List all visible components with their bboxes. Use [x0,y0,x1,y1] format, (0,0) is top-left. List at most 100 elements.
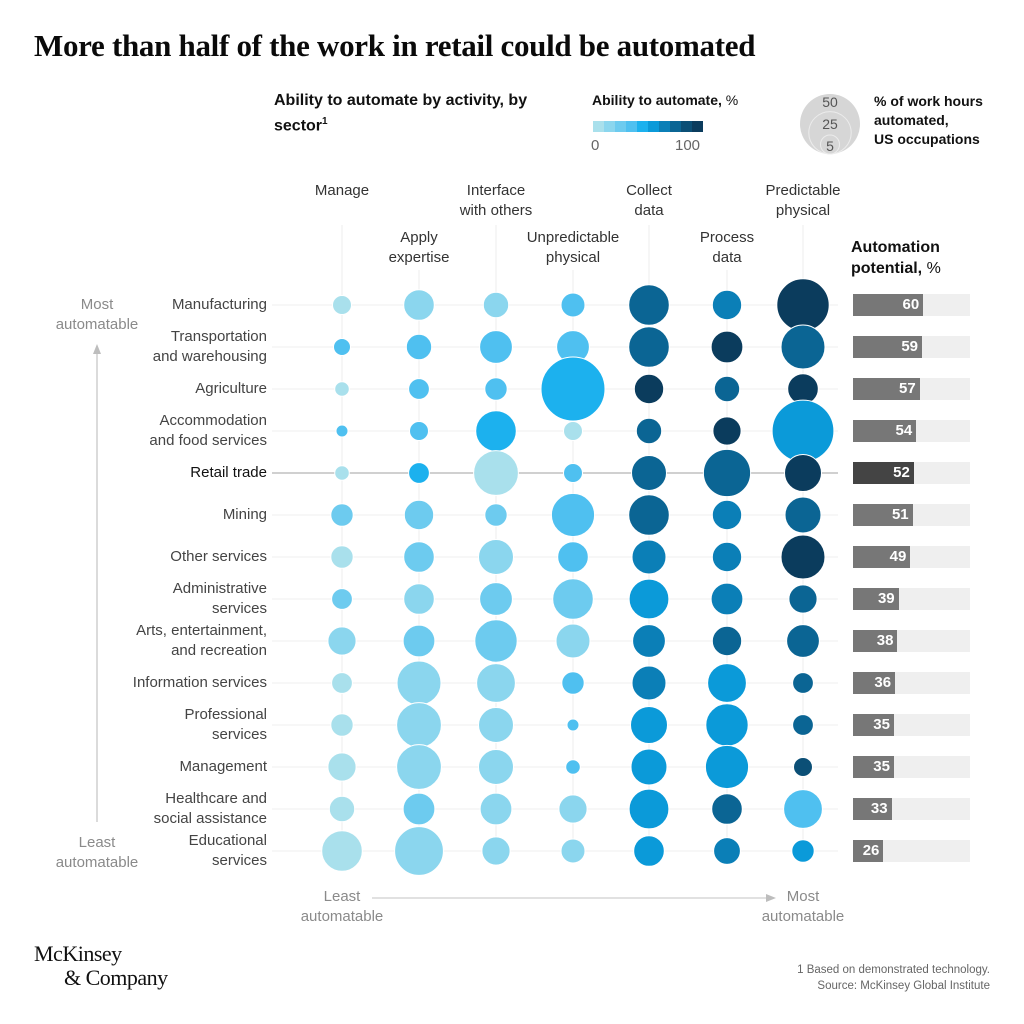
color-legend-swatch [604,121,615,132]
sector-label-line: Arts, entertainment, [136,622,267,639]
color-legend-unit: % [725,92,739,108]
sector-label-line: services [211,726,267,743]
source-text: Source: McKinsey Global Institute [817,980,990,992]
sector-label: Arts, entertainment, and recreation [136,621,267,661]
activity-header: Predictable physical [765,181,840,221]
bubble [780,534,826,580]
bubble [332,295,352,315]
potential-bar-value: 33 [870,800,888,817]
bubble [331,672,353,694]
bubble [707,663,747,703]
activity-header-line: Manage [314,182,370,199]
bubble [710,330,744,364]
y-axis-top-line1: Most [80,296,114,313]
potential-bar-value: 39 [877,590,895,607]
subtitle-text: Ability to automate by activity, by sect… [274,92,528,135]
potential-bar-fill: 52 [853,462,914,484]
sector-label-line: Professional [184,706,267,723]
bubble [555,623,591,659]
x-axis-right-label: Most automatable [762,887,845,927]
sector-label: Educational services [189,831,267,871]
size-legend-text-line2: automated, [874,112,949,128]
sector-label: Manufacturing [172,295,267,315]
bubble [330,503,354,527]
bubble [631,539,667,575]
color-legend-swatch [593,121,604,132]
bubble [630,706,668,744]
color-legend-title: Ability to automate, % [592,92,738,108]
logo-line2: & Company [64,965,168,990]
bubble [408,462,430,484]
sector-label-line: Healthcare and [165,790,267,807]
bubble [335,424,349,438]
size-legend-text: % of work hours automated, US occupation… [874,92,1014,149]
bubble [552,578,594,620]
sector-label-line: Mining [222,506,267,523]
bubble [633,835,665,867]
x-axis-left-line1: Least [323,888,361,905]
bubble [478,539,514,575]
potential-bar-fill: 35 [853,714,894,736]
sector-label-line: Manufacturing [171,296,267,313]
size-legend-label-50: 50 [822,94,838,110]
activity-header: Collect data [626,181,672,221]
size-legend-circle-5 [820,134,840,155]
activity-header-line: Unpredictable [526,229,620,246]
potential-bar-fill: 57 [853,378,920,400]
bubble [475,410,517,452]
footnote-text: 1 Based on demonstrated technology. [797,964,990,976]
bubble [328,795,356,823]
bubble [408,378,430,400]
sector-label-line: Retail trade [190,464,267,481]
bubble [550,492,596,538]
x-axis-arrowhead [766,894,776,902]
bubble [403,583,435,615]
bubble [628,788,670,830]
y-axis-top-label: Most automatable [56,295,139,335]
activity-header-line: expertise [388,249,450,266]
bubble [558,794,588,824]
sector-label: Other services [170,547,267,567]
potential-bar-value: 26 [862,842,880,859]
sector-label: Transportation and warehousing [153,327,267,367]
y-axis-top-line2: automatable [55,316,139,333]
potential-bar-fill: 39 [853,588,899,610]
potential-bar-value: 35 [873,758,890,775]
sector-label-line: Management [179,758,267,775]
mckinsey-logo: McKinsey & Company [34,942,168,990]
activity-header: Interface with others [460,181,533,221]
bubble [793,757,813,777]
size-legend-label-25: 25 [822,116,838,132]
bubble [482,291,510,319]
sector-label: Management [179,757,267,777]
bubble [479,792,513,826]
bubble [631,665,667,701]
potential-bar-fill: 35 [853,756,894,778]
potential-bar-fill: 49 [853,546,911,568]
color-legend-max: 100 [675,137,701,154]
sector-label: Information services [133,673,267,693]
potential-bar-track: 60 [853,294,970,316]
bubble [711,541,743,573]
activity-header-line: with others [459,202,533,219]
activity-header-line: physical [545,249,601,266]
bubble [786,624,820,658]
bubble [632,624,666,658]
potential-bar-value: 35 [873,716,890,733]
bubble [711,625,743,657]
sector-label-line: and warehousing [152,348,267,365]
potential-bar-value: 54 [895,422,913,439]
activity-header-line: data [634,202,664,219]
bubble [334,381,350,397]
potential-bar-track: 51 [853,504,970,526]
bubble [402,792,436,826]
bubble [479,582,513,616]
automation-potential-title: Automation [851,239,940,256]
color-legend-swatch [692,121,703,132]
potential-bar-track: 36 [853,672,970,694]
color-legend-swatch [681,121,692,132]
bubble [631,455,667,491]
bubble [330,713,354,737]
activity-header-line: Process [699,229,755,246]
potential-bar-track: 59 [853,336,970,358]
